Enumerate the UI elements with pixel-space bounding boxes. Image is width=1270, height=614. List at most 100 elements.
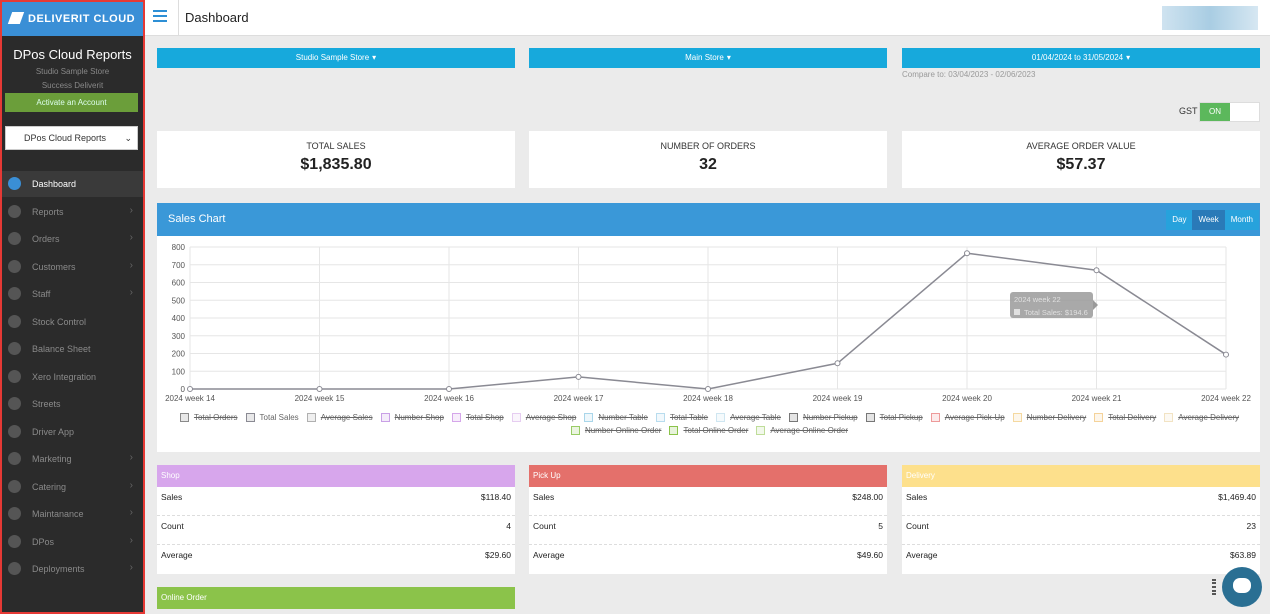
legend-item[interactable]: Total Online Order: [669, 426, 748, 435]
legend-swatch: [451, 413, 461, 422]
x-tick-label: 2024 week 22: [1201, 394, 1251, 403]
legend-label: Number Shop: [394, 413, 444, 422]
menu-icon: [8, 232, 21, 245]
panel-header: Online Order: [157, 587, 515, 609]
kpi-label: TOTAL SALES: [306, 141, 366, 151]
sidebar: DELIVERIT CLOUD DPos Cloud Reports Studio …: [0, 0, 145, 614]
period-button[interactable]: Week: [1192, 210, 1225, 230]
menu-icon: [8, 369, 21, 383]
gst-toggle[interactable]: ON: [1199, 102, 1260, 122]
menu-icon: [8, 452, 21, 465]
period-button[interactable]: Day: [1166, 210, 1193, 230]
legend-label: Average Delivery: [1178, 413, 1240, 422]
menu-label: Marketing: [32, 454, 72, 464]
x-tick-label: 2024 week 20: [942, 394, 992, 403]
row-value: 23: [1246, 521, 1256, 531]
legend-label: Average Table: [730, 413, 781, 422]
menu-item[interactable]: Orders ›: [2, 226, 143, 252]
legend-label: Total Online Order: [683, 426, 749, 435]
menu-toggle-bar: [153, 15, 167, 17]
x-tick-label: 2024 week 19: [813, 394, 863, 403]
legend-item[interactable]: Total Sales: [245, 413, 299, 422]
legend-swatch: [655, 413, 665, 422]
legend-label: Total Delivery: [1108, 413, 1157, 422]
filter-button[interactable]: Studio Sample Store ▾: [157, 48, 515, 68]
tooltip-swatch: [1014, 309, 1020, 315]
menu-item[interactable]: Marketing ›: [2, 446, 143, 472]
legend-item[interactable]: Total Shop: [451, 413, 504, 422]
report-select-label: DPos Cloud Reports: [24, 133, 107, 143]
legend-item[interactable]: Number Shop: [380, 413, 444, 422]
menu-item[interactable]: Customers ›: [2, 254, 143, 280]
brand-name: DELIVERIT CLOUD: [28, 13, 136, 25]
menu-icon: [8, 204, 21, 218]
menu-icon: [8, 342, 21, 355]
menu-item[interactable]: Dashboard: [2, 171, 143, 197]
menu-item[interactable]: Balance Sheet: [2, 336, 143, 362]
menu-chevron: ›: [129, 507, 133, 518]
menu-item[interactable]: Xero Integration: [2, 364, 143, 390]
legend-item[interactable]: Number Online Order: [570, 426, 661, 435]
legend-swatch: [380, 413, 390, 422]
legend-item[interactable]: Average Sales: [306, 413, 373, 422]
chart-title: Sales Chart: [168, 213, 226, 225]
menu-toggle[interactable]: [153, 10, 167, 23]
data-point: [1093, 267, 1100, 274]
legend-item[interactable]: Total Table: [655, 413, 709, 422]
legend-label: Total Table: [669, 413, 709, 422]
x-tick-label: 2024 week 15: [295, 394, 345, 403]
menu-item[interactable]: Driver App: [2, 419, 143, 445]
row-label: Count: [906, 521, 929, 531]
filter-button[interactable]: 01/04/2024 to 31/05/2024 ▾: [902, 48, 1260, 68]
filter-label: 01/04/2024 to 31/05/2024: [1031, 53, 1124, 62]
legend-item[interactable]: Average Table: [716, 413, 781, 422]
legend-item[interactable]: Number Delivery: [1012, 413, 1086, 422]
legend-label: Number Pickup: [802, 413, 858, 422]
report-select[interactable]: DPos Cloud Reports ⌄: [5, 126, 138, 150]
kpi-value: $1,835.80: [300, 156, 372, 173]
period-button[interactable]: Month: [1224, 210, 1259, 230]
menu-item[interactable]: Streets: [2, 391, 143, 417]
menu-item[interactable]: Catering ›: [2, 474, 143, 500]
panel-title: Delivery: [906, 471, 935, 480]
row-label: Sales: [161, 492, 183, 502]
legend-item[interactable]: Total Delivery: [1094, 413, 1156, 422]
menu-icon: [8, 507, 21, 520]
menu-label: Driver App: [32, 426, 75, 437]
legend-swatch: [1094, 413, 1104, 422]
main: Studio Sample Store ▾ Main Store ▾ 01/04/202…: [145, 36, 1270, 614]
legend-swatch: [245, 413, 255, 422]
activate-button[interactable]: Activate an Account: [5, 93, 138, 112]
y-tick-label: 600: [172, 279, 186, 288]
x-tick-label: 2024 week 14: [165, 394, 215, 403]
chat-button[interactable]: [1222, 567, 1262, 607]
legend-item[interactable]: Total Pickup: [865, 413, 923, 422]
menu-item[interactable]: Stock Control: [2, 309, 143, 335]
legend-item[interactable]: Number Table: [584, 413, 648, 422]
legend-item[interactable]: Total Orders: [179, 413, 238, 422]
row-label: Average: [161, 550, 193, 560]
legend-item[interactable]: Average Delivery: [1164, 413, 1239, 422]
menu-item[interactable]: Reports ›: [2, 199, 143, 225]
menu-item[interactable]: Maintanance ›: [2, 501, 143, 527]
legend-item[interactable]: Average Shop: [511, 413, 576, 422]
filter-button[interactable]: Main Store ▾: [529, 48, 887, 68]
kpi-card: NUMBER OF ORDERS 32: [529, 131, 887, 188]
row-value: 5: [878, 521, 883, 531]
legend-item[interactable]: Number Pickup: [788, 413, 858, 422]
chat-icon: [1233, 578, 1251, 593]
row-value: $63.89: [1230, 550, 1256, 560]
legend-item[interactable]: Average Pick-Up: [930, 413, 1005, 422]
legend-swatch: [788, 413, 798, 422]
select-caret: ⌄: [124, 133, 132, 143]
user-avatar[interactable]: [1162, 6, 1258, 30]
menu-item[interactable]: Staff ›: [2, 281, 143, 307]
y-tick-label: 700: [172, 261, 186, 270]
legend-item[interactable]: Average Online Order: [756, 426, 848, 435]
menu-item[interactable]: DPos ›: [2, 529, 143, 555]
y-tick-label: 800: [172, 243, 186, 252]
sales-chart: 0 100 200 300 400 500 600 700 800 2024 week 14 202…: [165, 243, 1251, 403]
legend-swatch: [716, 413, 726, 422]
menu-item[interactable]: Deployments ›: [2, 556, 143, 582]
menu-chevron: ›: [129, 534, 133, 546]
